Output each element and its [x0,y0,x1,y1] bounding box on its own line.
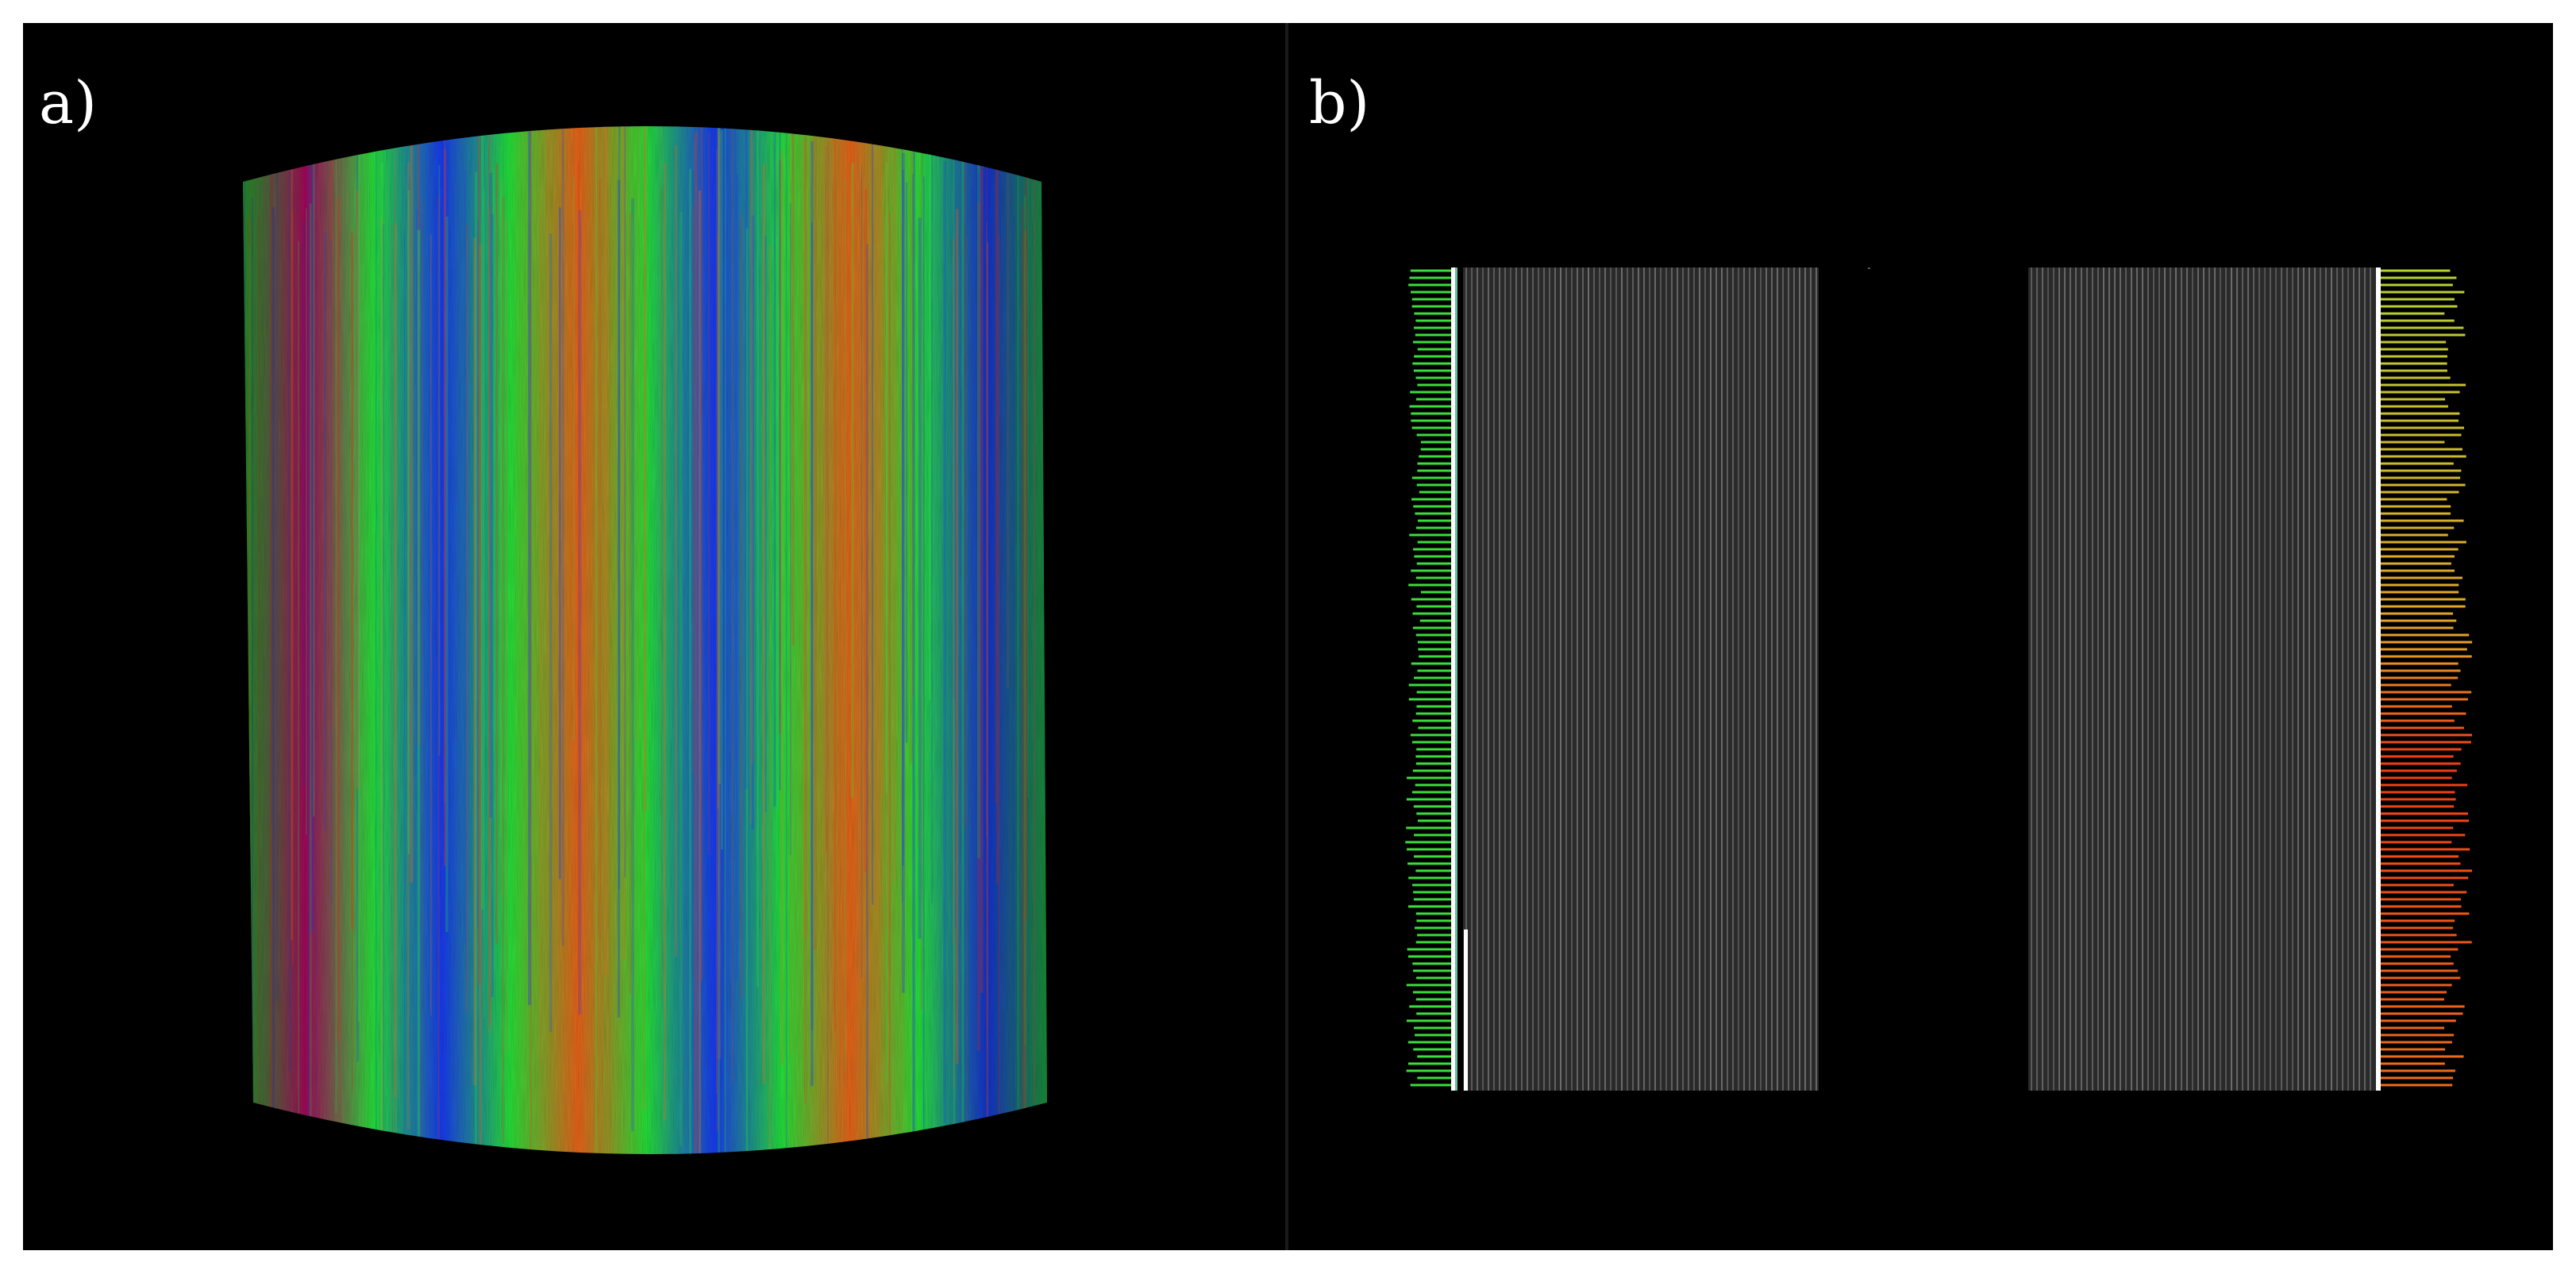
ct-slice-left-block [1463,268,1819,1091]
panel-b-label: b) [1309,69,1370,137]
cylinder-body [243,126,1047,1154]
panel-a: a) [23,23,1285,1250]
panel-a-label: a) [39,69,97,137]
left-edge-profile [1405,268,1468,1091]
ct-slice-right-block [2028,268,2376,1091]
cylinder-colormap-render [243,126,1047,1154]
ct-slice-with-profiles [1405,268,2473,1091]
panel-b: b) [1288,23,2553,1250]
panel-divider [1285,23,1288,1250]
right-edge-profile [2376,268,2473,1091]
speck-marker [1868,268,1870,269]
